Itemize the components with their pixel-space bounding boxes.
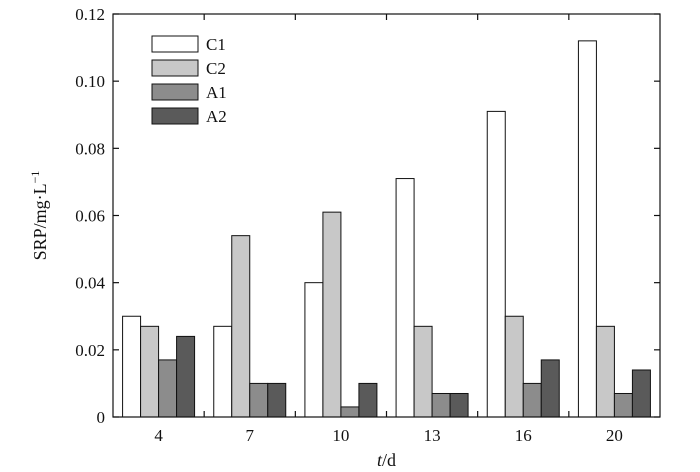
bar-a1-7 xyxy=(249,382,269,418)
bar-c1-16 xyxy=(486,110,506,418)
legend-label-c2: C2 xyxy=(206,59,226,78)
bar-c2-13 xyxy=(413,325,433,418)
bar-a2-10 xyxy=(358,382,378,418)
y-tick-label: 0.08 xyxy=(75,139,105,158)
bar-c1-10 xyxy=(304,282,324,418)
legend-label-a1: A1 xyxy=(206,83,227,102)
bar-a1-10 xyxy=(340,406,360,418)
bar-c2-20 xyxy=(595,325,615,418)
bar-c1-4 xyxy=(122,315,142,418)
bar-a2-20 xyxy=(631,369,651,418)
y-axis-label: SRP/mg·L−1 xyxy=(28,171,50,261)
y-tick-label: 0.04 xyxy=(75,274,105,293)
x-axis-label-italic: t xyxy=(377,450,383,470)
bar-a2-7 xyxy=(267,382,287,418)
legend-swatch-c1 xyxy=(151,35,199,53)
bar-c2-10 xyxy=(322,211,342,418)
legend: C1 C2 A1 A2 xyxy=(151,35,227,126)
y-axis-label-base: SRP/mg·L xyxy=(30,183,50,260)
x-axis-label-rest: /d xyxy=(382,450,396,470)
bar-a2-13 xyxy=(449,392,469,418)
bar-c2-16 xyxy=(504,315,524,418)
legend-swatch-a1 xyxy=(151,83,199,101)
y-tick-label: 0 xyxy=(97,408,106,427)
bar-a1-13 xyxy=(431,392,451,418)
bar-c1-20 xyxy=(577,40,597,418)
bar-c1-7 xyxy=(213,325,233,418)
legend-label-c1: C1 xyxy=(206,35,226,54)
bar-a1-16 xyxy=(522,382,542,418)
legend-swatch-c2 xyxy=(151,59,199,77)
y-tick-label: 0.12 xyxy=(75,5,105,24)
y-axis-label-superscript: −1 xyxy=(28,171,42,184)
x-tick-label: 16 xyxy=(515,426,532,445)
bar-a2-16 xyxy=(540,359,560,418)
x-tick-label: 20 xyxy=(606,426,623,445)
y-tick-label: 0.10 xyxy=(75,72,105,91)
x-tick-label: 4 xyxy=(154,426,163,445)
y-tick-label: 0.06 xyxy=(75,207,105,226)
bars-group xyxy=(122,40,651,418)
bar-a1-4 xyxy=(158,359,178,418)
x-tick-label: 13 xyxy=(424,426,441,445)
x-tick-label: 10 xyxy=(332,426,349,445)
x-tick-label: 7 xyxy=(246,426,255,445)
y-axis: 0 0.02 0.04 0.06 0.08 0.10 0.12 xyxy=(75,5,660,427)
y-tick-label: 0.02 xyxy=(75,341,105,360)
bar-c2-4 xyxy=(140,325,160,418)
legend-label-a2: A2 xyxy=(206,107,227,126)
legend-swatch-a2 xyxy=(151,107,199,125)
bar-a1-20 xyxy=(613,392,633,418)
x-axis-label: t/d xyxy=(377,450,396,470)
bar-a2-4 xyxy=(176,335,196,418)
x-axis: 4 7 10 13 16 20 xyxy=(154,14,623,445)
bar-c2-7 xyxy=(231,235,251,418)
bar-c1-13 xyxy=(395,178,415,418)
